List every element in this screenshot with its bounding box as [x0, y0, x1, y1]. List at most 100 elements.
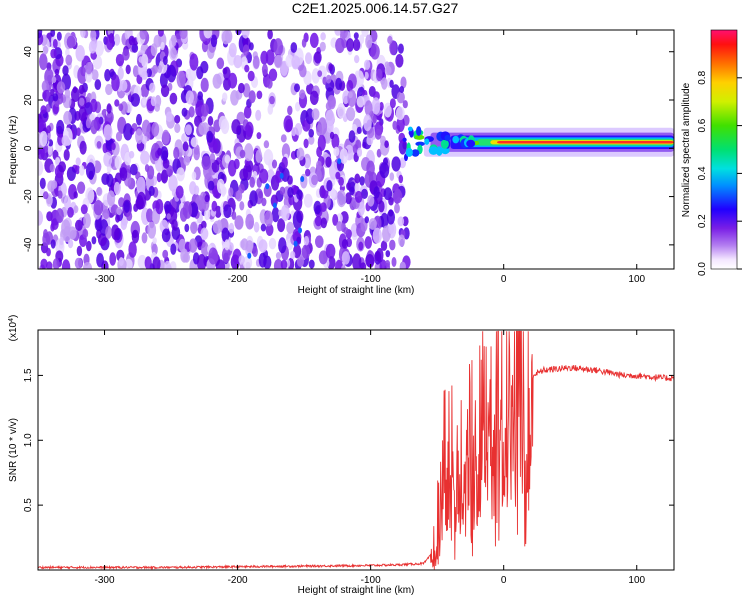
spectrogram-noise-blob [303, 193, 313, 208]
spectrogram-noise-blob [115, 131, 123, 142]
spectrogram-noise-blob [113, 33, 121, 46]
spectrogram-noise-blob [274, 54, 283, 69]
spectrogram-noise-blob [136, 191, 146, 210]
spectrogram-noise-blob [201, 155, 211, 170]
spectrogram-noise-blob [185, 68, 192, 80]
spectrogram-noise-blob [122, 49, 130, 61]
spectrogram-noise-blob [280, 134, 287, 143]
spectrogram-noise-blob [309, 32, 319, 49]
spectrogram-noise-blob [275, 252, 282, 260]
spectrogram-noise-blob [228, 222, 235, 234]
spectrogram-noise-blob [381, 77, 388, 90]
spectrogram-noise-blob [260, 223, 267, 232]
spectrogram-noise-blob [119, 79, 128, 92]
spectrogram-noise-blob [206, 130, 214, 143]
spectrogram-noise-blob [184, 223, 190, 233]
spectrogram-noise-blob [239, 201, 245, 211]
spectrogram-noise-blob [285, 119, 293, 132]
spectrogram-noise-blob [106, 173, 114, 187]
spectrogram-x-tick-label: 0 [501, 274, 507, 285]
spectrogram-noise-blob [244, 64, 250, 73]
spectrogram-noise-blob [301, 38, 307, 48]
spectrogram-noise-blob [228, 159, 237, 177]
spectrogram-noise-blob [314, 215, 322, 227]
spectrogram-noise-blob [339, 148, 349, 165]
spectrogram-noise-blob [354, 190, 363, 203]
snr-frame [37, 329, 675, 571]
spectrogram-noise-blob [126, 211, 133, 222]
spectrogram-noise-blob [399, 261, 406, 269]
spectrogram-noise-blob [82, 262, 93, 269]
spectrogram-noise-blob [305, 168, 311, 177]
spectrogram-noise-blob [253, 221, 260, 233]
spectrogram-noise-blob [348, 130, 356, 143]
spectrogram-noise-blob [188, 106, 195, 118]
spectrogram-noise-blob [221, 247, 231, 263]
spectrogram-y-tick-label: -40 [23, 237, 34, 252]
spectrogram-noise-blob [247, 70, 255, 82]
spectrogram-noise-blob [173, 146, 180, 160]
snr-x-label: Height of straight line (km) [298, 585, 415, 596]
spectrogram-signal-blob [466, 139, 476, 148]
spectrogram-noise-blob [42, 191, 49, 200]
spectrogram-noise-blob [161, 129, 170, 145]
spectrogram-noise-blob [280, 204, 290, 221]
spectrogram-noise-blob [184, 124, 192, 136]
spectrogram-noise-blob [105, 83, 113, 96]
spectrogram-noise-blob [216, 178, 225, 194]
spectrogram-noise-blob [398, 139, 407, 155]
spectrogram-noise-blob [304, 157, 311, 169]
spectrogram-noise-blob [55, 208, 64, 224]
spectrogram-noise-blob [79, 97, 85, 107]
spectrogram-noise-blob [52, 258, 60, 269]
spectrogram-noise-blob [64, 89, 71, 99]
spectrogram-noise-blob [222, 92, 228, 102]
spectrogram-noise-blob [305, 52, 312, 65]
spectrogram-noise-blob [311, 174, 319, 186]
spectrogram-noise-blob [290, 42, 298, 53]
spectrogram-noise-blob [303, 235, 310, 246]
colorbar-tick-label: 0.8 [697, 70, 708, 84]
spectrogram-noise-blob [340, 30, 348, 39]
spectrogram-noise-blob [372, 227, 382, 244]
spectrogram-noise-blob [56, 119, 65, 135]
spectrogram-noise-blob [80, 204, 88, 215]
spectrogram-noise-blob [320, 217, 327, 229]
spectrogram-noise-blob [315, 235, 324, 248]
spectrogram-noise-blob [268, 68, 278, 82]
spectrogram-noise-blob [80, 30, 86, 38]
snr-y-ticks: 0.5 1.0 1.5 [23, 368, 674, 512]
spectrogram-noise-blob [85, 118, 92, 129]
spectrogram-noise-blob [298, 227, 303, 234]
spectrogram-noise-blob [152, 237, 157, 244]
spectrogram-noise-blob [265, 223, 274, 236]
spectrogram-noise-blob [151, 122, 160, 137]
spectrogram-noise-blob [61, 135, 70, 147]
spectrogram-noise-blob [366, 160, 375, 177]
spectrogram-noise-blob [111, 142, 116, 151]
spectrogram-noise-blob [280, 259, 288, 269]
spectrogram-noise-blob [79, 165, 85, 176]
spectrogram-noise-blob [147, 165, 155, 180]
spectrogram-noise-blob [355, 70, 365, 88]
spectrogram-noise-blob [142, 96, 147, 106]
spectrogram-noise-blob [76, 245, 83, 257]
spectrogram-noise-blob [38, 210, 44, 226]
spectrogram-noise-blob [313, 51, 322, 64]
spectrogram-noise-blob [242, 44, 250, 56]
spectrogram-noise-blob [239, 149, 246, 159]
spectrogram-noise-blob [335, 259, 343, 269]
spectrogram-noise-blob [249, 42, 254, 51]
spectrogram-noise-blob [258, 168, 269, 184]
spectrogram-noise-blob [46, 125, 52, 134]
spectrogram-noise-blob [56, 31, 62, 41]
spectrogram-noise-blob [106, 111, 114, 124]
spectrogram-noise-blob [221, 30, 231, 45]
spectrogram-noise-blob [359, 34, 365, 45]
spectrogram-signal-blob [407, 126, 413, 132]
spectrogram-noise-blob [157, 30, 164, 37]
spectrogram-noise-blob [90, 98, 98, 113]
spectrogram-noise-blob [337, 158, 342, 165]
spectrogram-noise-blob [128, 35, 135, 46]
